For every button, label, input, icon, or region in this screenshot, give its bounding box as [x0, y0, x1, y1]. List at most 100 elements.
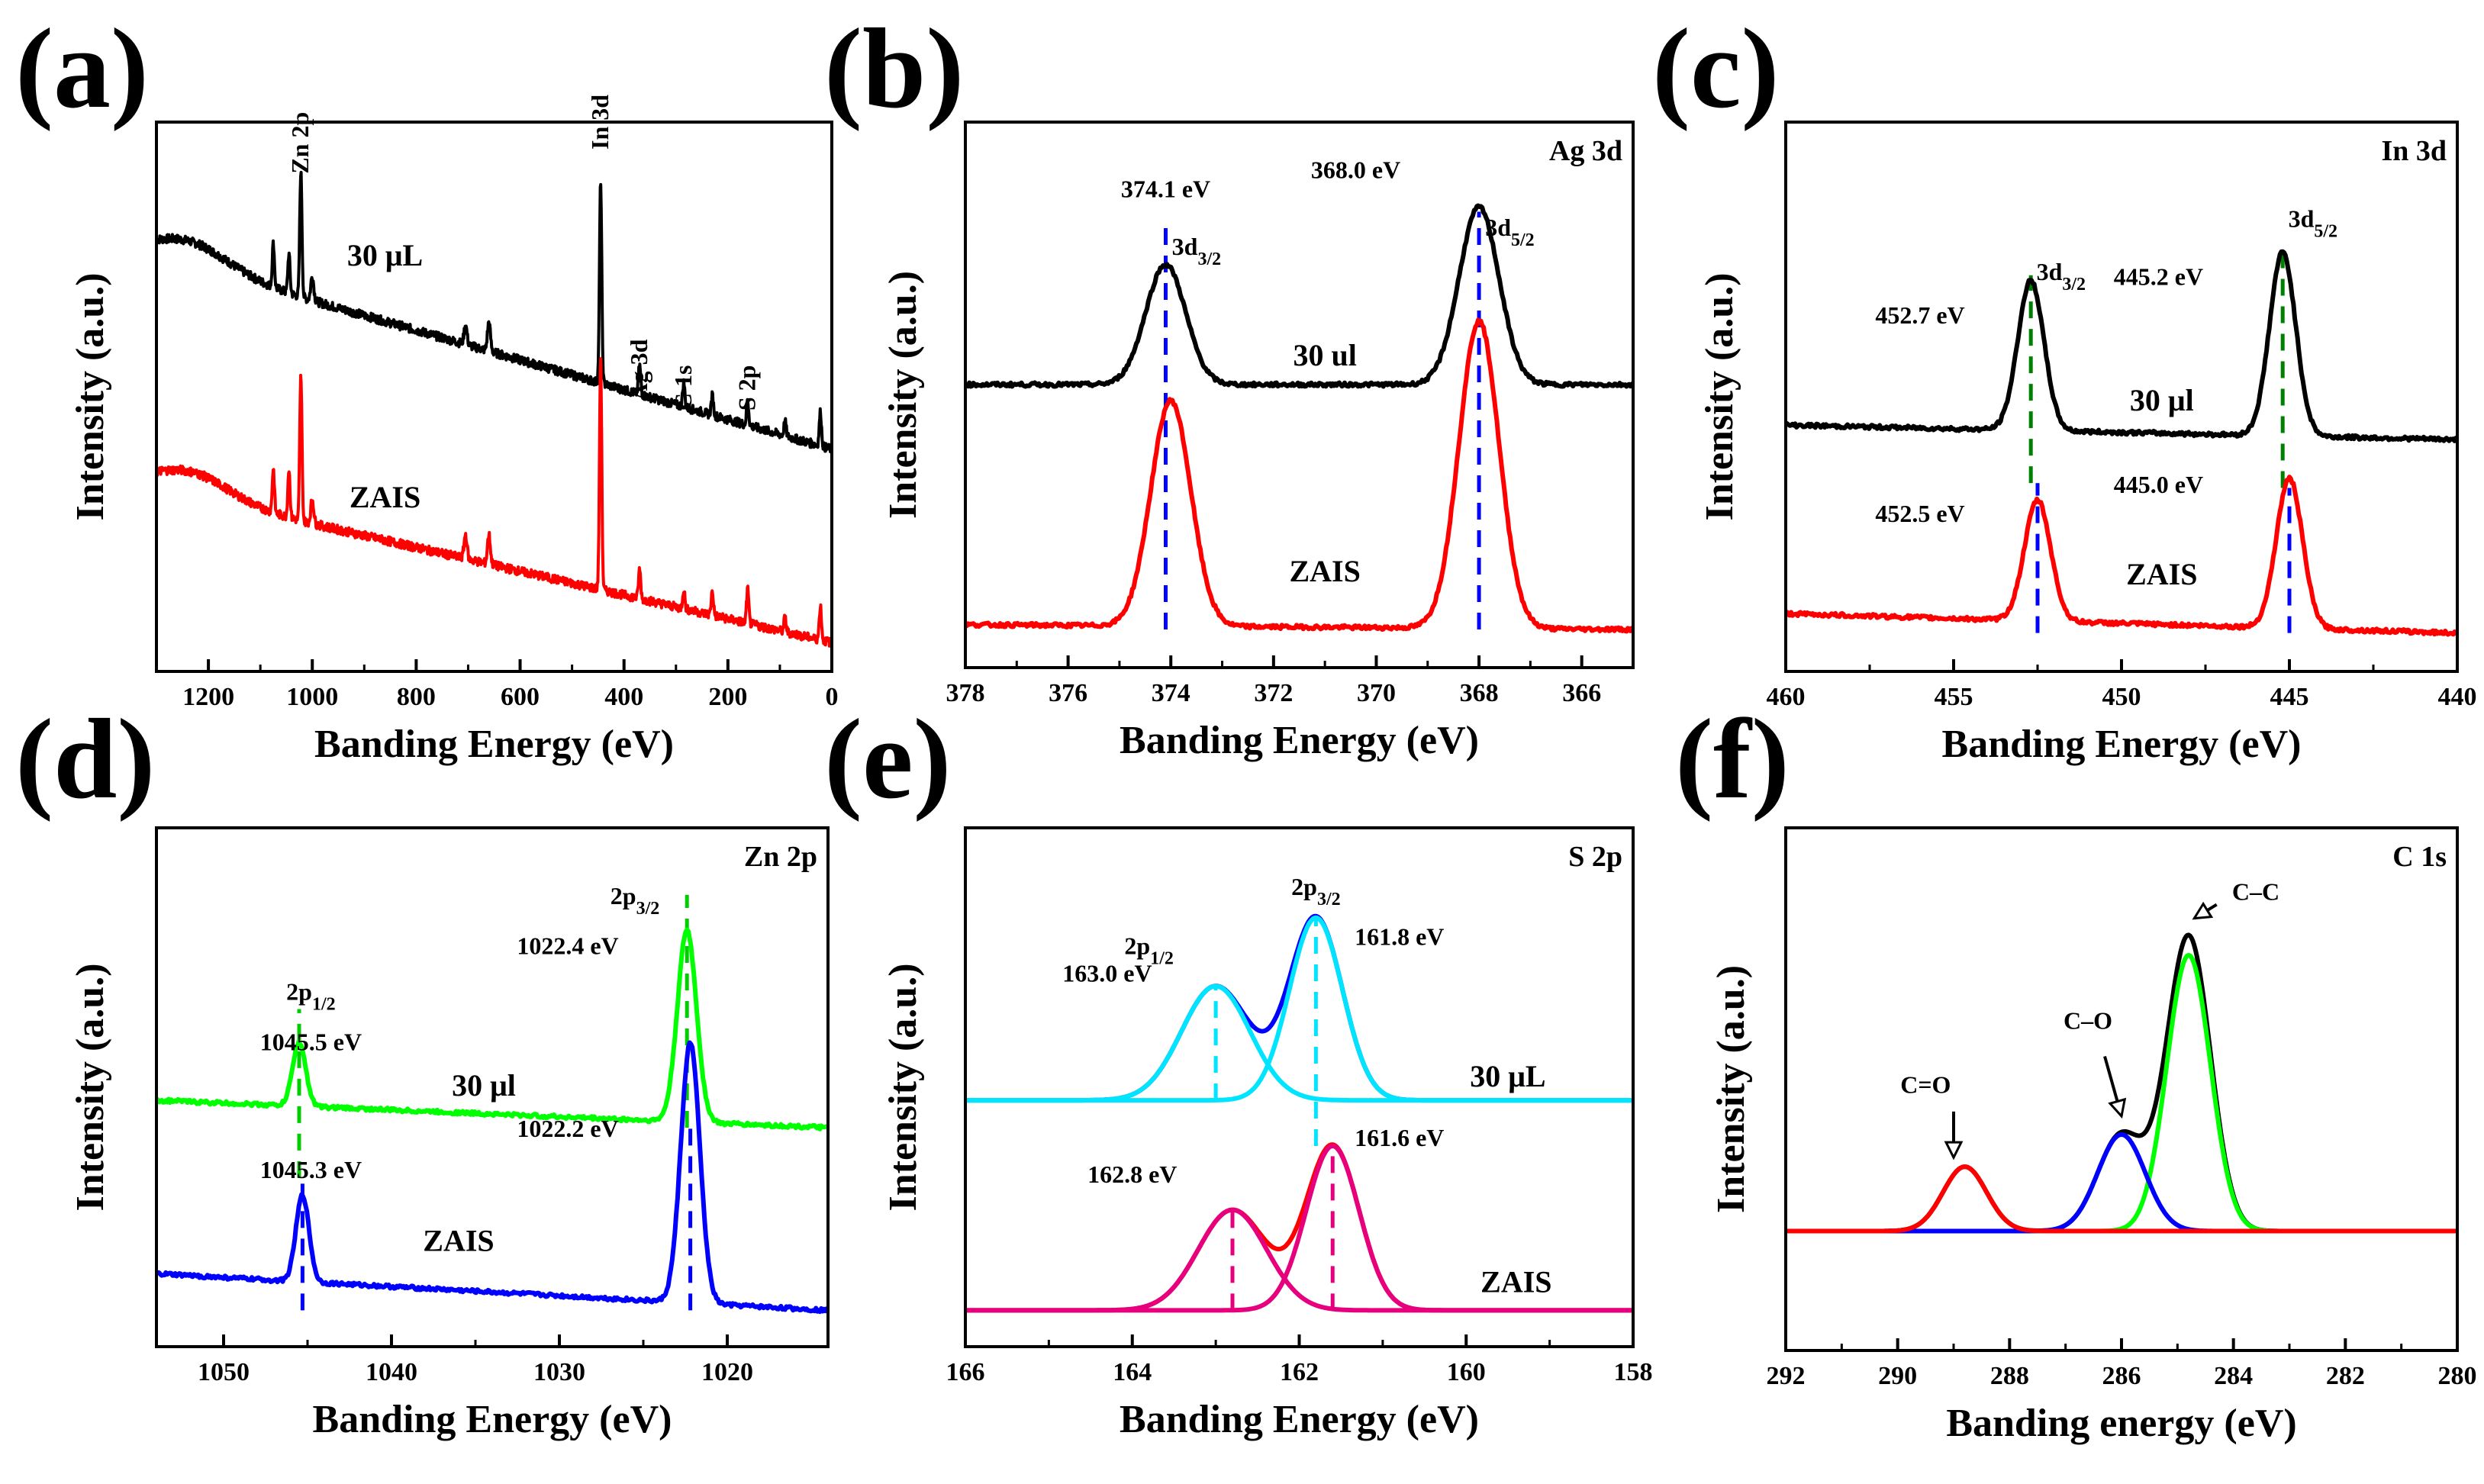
- plot-frame: [1784, 121, 2459, 673]
- x-axis-label: Banding Energy (eV): [1942, 723, 2302, 766]
- annotation-label: 163.0 eV: [1062, 960, 1152, 987]
- arrow-head: [2192, 901, 2214, 920]
- x-tick-label: 450: [2102, 683, 2141, 711]
- annotation-label: ZAIS: [350, 480, 420, 514]
- series-envelope: [1786, 932, 2457, 1234]
- series-30-ul: [965, 203, 1633, 389]
- corner-label: C 1s: [2392, 841, 2447, 873]
- x-tick-label: 368: [1460, 679, 1499, 707]
- x-tick-label: 1200: [182, 683, 234, 711]
- annotation-label: 162.8 eV: [1087, 1160, 1177, 1188]
- series-2p3-2-fit-zais-: [965, 1144, 1633, 1313]
- annotation-label: 445.0 eV: [2114, 471, 2203, 498]
- x-tick-label: 374: [1152, 679, 1190, 707]
- x-tick-label: 166: [946, 1358, 985, 1386]
- x-tick-label: 445: [2270, 683, 2309, 711]
- annotation-label: 445.2 eV: [2114, 262, 2203, 290]
- panel-letter: (a): [15, 5, 149, 132]
- y-axis-label: Intensity (a.u.): [1698, 272, 1741, 520]
- x-tick-label: 292: [1767, 1362, 1806, 1390]
- corner-label: Zn 2p: [744, 841, 817, 873]
- panel-4: (d) 2p1/2 1045.5 eV 2p3/2 1022.4 eV 30 μl 1045…: [15, 696, 830, 1441]
- annotation-label: 1045.3 eV: [260, 1156, 362, 1183]
- annotation-label: 30 μL: [1470, 1059, 1545, 1093]
- annotation-label: 2p3/2: [611, 882, 659, 919]
- corner-label: In 3d: [2381, 135, 2447, 167]
- x-tick-label: 160: [1447, 1358, 1486, 1386]
- annotation-label: ZAIS: [1289, 554, 1360, 588]
- y-axis-label: Intensity (a.u.): [69, 272, 112, 520]
- x-tick-label: 378: [946, 679, 985, 707]
- series-c-o: [1786, 1164, 2457, 1234]
- annotation-label: 1022.4 eV: [517, 932, 618, 960]
- annotation-label: S 2p: [733, 365, 761, 411]
- annotation-label: C–O: [2064, 1006, 2112, 1034]
- panel-letter: (c): [1652, 5, 1779, 132]
- x-tick-label: 286: [2102, 1362, 2141, 1390]
- x-tick-label: 1030: [533, 1358, 585, 1386]
- x-tick-label: 1020: [701, 1358, 753, 1386]
- annotation-label: 30 μl: [2130, 383, 2194, 417]
- series-2p3-2-fit-30-l-: [965, 915, 1633, 1103]
- series-zais: [965, 317, 1633, 634]
- x-tick-label: 284: [2214, 1362, 2253, 1390]
- x-axis-label: Banding Energy (eV): [313, 1398, 672, 1441]
- y-axis-label: Intensity (a.u.): [69, 963, 112, 1211]
- x-tick-label: 282: [2326, 1362, 2365, 1390]
- x-tick-label: 440: [2438, 683, 2477, 711]
- panel-letter: (f): [1675, 696, 1790, 822]
- annotation-label: 2p1/2: [286, 977, 335, 1014]
- annotation-label: 374.1 eV: [1121, 175, 1210, 203]
- annotation-label: 1045.5 eV: [260, 1028, 362, 1055]
- x-tick-label: 158: [1614, 1358, 1653, 1386]
- y-axis-label: Intensity (a.u.): [881, 963, 925, 1211]
- x-tick-label: 370: [1357, 679, 1396, 707]
- x-axis-label: Banding Energy (eV): [1120, 1398, 1479, 1441]
- annotation-label: 3d5/2: [2289, 204, 2337, 241]
- x-axis-label: Banding energy (eV): [1946, 1402, 2296, 1445]
- plot-frame: [155, 826, 830, 1348]
- plot-frame: [1784, 826, 2459, 1352]
- annotation-label: C=O: [1900, 1071, 1951, 1099]
- series-c-o: [1786, 1132, 2457, 1234]
- panel-letter: (d): [15, 696, 155, 822]
- series-c-c: [1786, 952, 2457, 1234]
- x-tick-label: 400: [604, 683, 643, 711]
- x-axis-label: Banding Energy (eV): [314, 723, 674, 766]
- series-zais: [156, 1040, 828, 1315]
- arrow-head: [1944, 1141, 1964, 1160]
- annotation-label: 452.5 eV: [1875, 500, 1964, 527]
- annotation-label: 161.8 eV: [1355, 923, 1444, 951]
- x-tick-label: 1000: [286, 683, 338, 711]
- annotation-label: 452.7 eV: [1875, 301, 1964, 329]
- annotation-label: 1022.2 eV: [517, 1115, 618, 1142]
- annotation-label: 2p3/2: [1291, 873, 1340, 909]
- annotation-label: 30 μL: [347, 238, 423, 272]
- annotation-label: 368.0 eV: [1311, 156, 1400, 184]
- x-tick-label: 600: [501, 683, 540, 711]
- x-tick-label: 1040: [366, 1358, 417, 1386]
- panel-3: (c) 452.7 eV 445.2 eV 3d3/2 3d5/2 452.5 eV 445…: [1652, 5, 2477, 766]
- panel-6: (f) C–C C–O C=O C 1s 292 290 288 286 284 282 280 Ban…: [1675, 696, 2477, 1445]
- annotation-label: Ag 3d: [625, 339, 652, 401]
- corner-label: S 2p: [1568, 841, 1622, 873]
- y-axis-label: Intensity (a.u.): [881, 271, 925, 519]
- plot-frame: [155, 121, 833, 673]
- annotation-label: 30 ul: [1293, 338, 1356, 372]
- x-tick-label: 372: [1254, 679, 1293, 707]
- x-tick-label: 164: [1113, 1358, 1152, 1386]
- x-tick-label: 376: [1049, 679, 1087, 707]
- y-axis-label: Intensity (a.u.): [1709, 965, 1753, 1213]
- plot-frame: [964, 121, 1635, 669]
- annotation-label: C 1s: [669, 365, 697, 411]
- x-tick-label: 290: [1878, 1362, 1917, 1390]
- panel-letter: (e): [824, 696, 951, 822]
- corner-label: Ag 3d: [1549, 135, 1622, 167]
- arrow-head: [2108, 1097, 2127, 1119]
- x-tick-label: 460: [1767, 683, 1806, 711]
- x-tick-label: 200: [708, 683, 747, 711]
